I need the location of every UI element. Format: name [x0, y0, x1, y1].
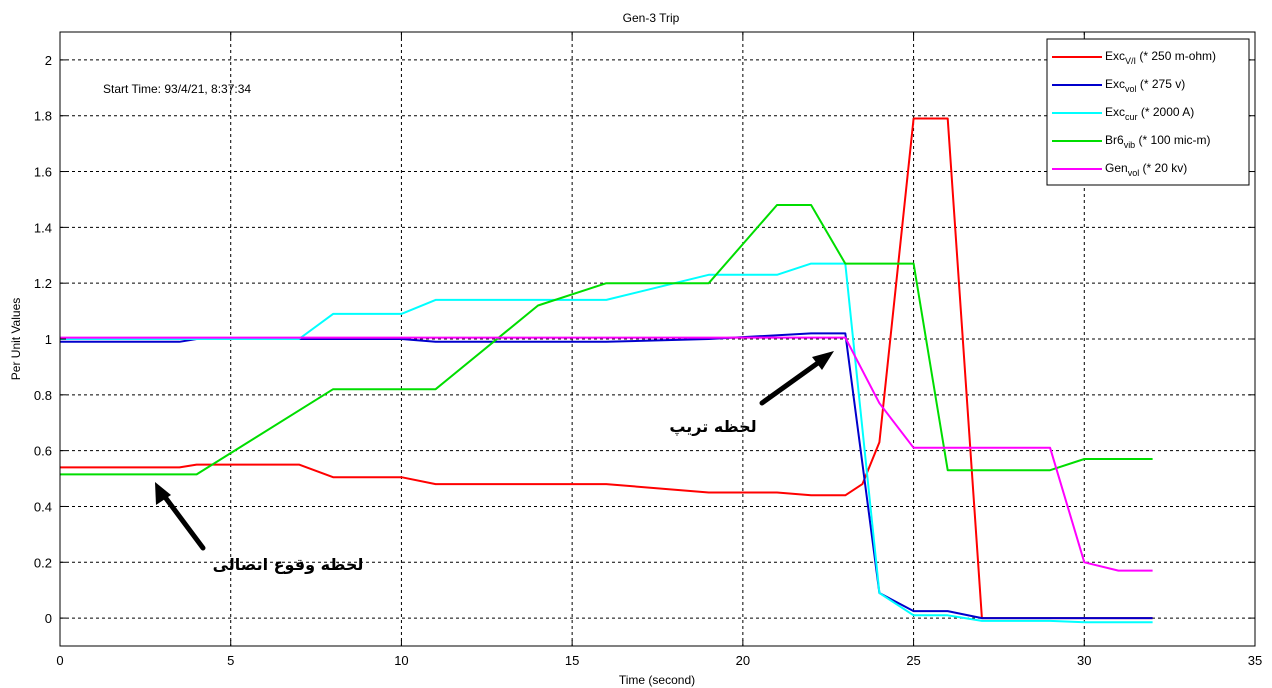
arrow-trip-icon	[759, 351, 834, 406]
annotation-trip: لحظه تریپ	[669, 417, 756, 437]
y-tick-label: 1	[45, 332, 52, 347]
y-tick-label: 1.6	[34, 165, 52, 180]
ticks: 0 5 10 15 20 25 30 35 0 0.2 0.4 0.6 0.8 1 1.2 1.4 1.6 1.8…	[34, 32, 1262, 668]
x-tick-label: 15	[565, 653, 579, 668]
y-tick-label: 0.2	[34, 555, 52, 570]
legend: ExcV/I (* 250 m-ohm) Excvol (* 275 v) Excc…	[1046, 38, 1250, 186]
x-tick-label: 20	[736, 653, 750, 668]
legend-entry: Excvol (* 275 v)	[1105, 77, 1185, 94]
x-tick-label: 5	[227, 653, 234, 668]
series-line-2	[60, 262, 1153, 624]
y-tick-label: 0.4	[34, 499, 52, 514]
series-layer	[60, 117, 1153, 624]
y-tick-label: 0.8	[34, 388, 52, 403]
x-tick-label: 25	[906, 653, 920, 668]
legend-entry: Br6vib (* 100 mic-m)	[1105, 133, 1211, 150]
y-axis-label: Per Unit Values	[9, 298, 23, 380]
start-time-text: Start Time: 93/4/21, 8:37:34	[103, 82, 251, 96]
annotation-fault: لحظه وقوع اتصالی	[213, 555, 364, 574]
y-tick-label: 1.2	[34, 276, 52, 291]
arrow-fault-icon	[155, 482, 206, 551]
x-tick-label: 35	[1248, 653, 1262, 668]
series-line-3	[60, 204, 1153, 476]
chart-title: Gen-3 Trip	[623, 11, 680, 25]
y-tick-label: 2	[45, 53, 52, 68]
x-tick-label: 0	[56, 653, 63, 668]
x-tick-label: 10	[394, 653, 408, 668]
y-tick-label: 1.4	[34, 220, 52, 235]
series-line-4	[60, 336, 1153, 572]
x-axis-label: Time (second)	[619, 673, 695, 687]
legend-entry: Genvol (* 20 kv)	[1105, 161, 1187, 178]
grid	[60, 32, 1255, 646]
legend-entry: ExcV/I (* 250 m-ohm)	[1105, 49, 1216, 66]
y-tick-label: 1.8	[34, 109, 52, 124]
legend-entry: Exccur (* 2000 A)	[1105, 105, 1194, 122]
y-tick-label: 0	[45, 611, 52, 626]
series-line-1	[60, 332, 1153, 620]
x-tick-label: 30	[1077, 653, 1091, 668]
y-tick-label: 0.6	[34, 444, 52, 459]
